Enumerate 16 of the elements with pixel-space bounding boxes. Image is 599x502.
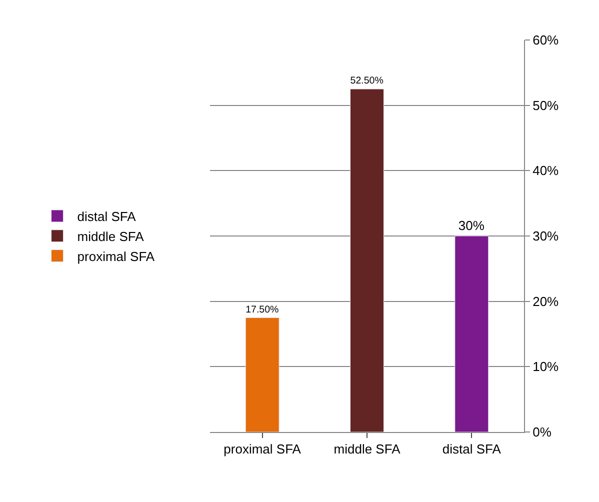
y-tick-label: 10% bbox=[532, 359, 560, 374]
legend-label: distal SFA bbox=[77, 209, 136, 224]
y-tick-label: 0% bbox=[532, 424, 552, 440]
y-tick-label: 60% bbox=[532, 32, 560, 48]
y-tick-label: 40% bbox=[532, 163, 560, 178]
legend-label: proximal SFA bbox=[77, 248, 155, 264]
y-tick-label: 20% bbox=[532, 294, 560, 309]
y-tick-label: 30% bbox=[532, 228, 560, 244]
x-tick-label: proximal SFA bbox=[224, 442, 302, 457]
x-tick-label: middle SFA bbox=[334, 442, 401, 457]
y-tick-label: 50% bbox=[532, 98, 560, 113]
data-label: 17.50% bbox=[246, 304, 280, 316]
x-tick-label: distal SFA bbox=[442, 442, 502, 457]
data-label: 52.50% bbox=[350, 76, 384, 87]
data-label: 30% bbox=[458, 218, 485, 233]
legend-label: middle SFA bbox=[77, 228, 144, 244]
